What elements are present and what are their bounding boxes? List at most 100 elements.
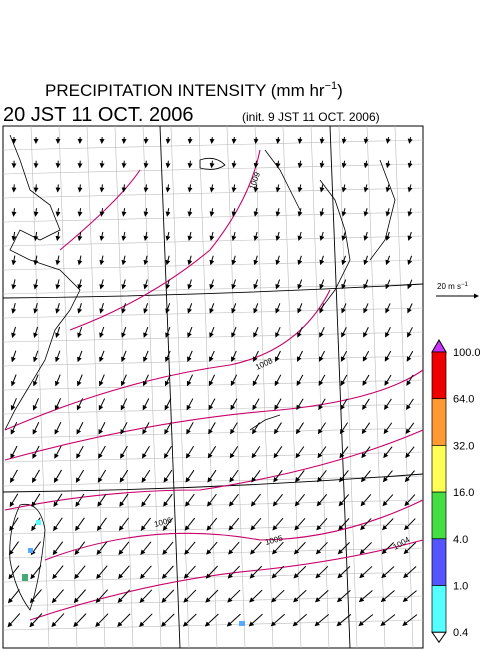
precipitation	[22, 520, 245, 626]
wind-arrow	[121, 279, 127, 290]
wind-arrow	[273, 446, 283, 459]
wind-arrow	[363, 184, 369, 193]
wind-arrow	[407, 208, 413, 217]
wind-arrow	[207, 469, 217, 483]
wind-arrow	[209, 136, 215, 144]
wind-arrow	[253, 350, 259, 362]
wind-arrow	[32, 445, 40, 459]
wind-arrow	[187, 326, 193, 338]
wind-arrow	[273, 470, 283, 483]
wind-arrow	[230, 398, 238, 411]
title: PRECIPITATION INTENSITY (mm hr−1)	[45, 80, 343, 100]
wind-arrow	[293, 541, 306, 555]
wind-arrow	[297, 136, 303, 144]
colorbar-segment	[431, 538, 447, 586]
wind-arrow	[272, 517, 284, 531]
wind-arrow	[165, 279, 171, 290]
wind-arrow	[270, 613, 285, 627]
wind-arrow	[319, 303, 325, 314]
wind-arrow	[32, 469, 40, 483]
wind-arrow	[363, 208, 369, 217]
wind-arrow	[230, 374, 238, 387]
wind-arrow	[361, 446, 371, 459]
wind-arrow	[32, 421, 40, 435]
wind-arrow	[209, 160, 215, 169]
wind-arrow	[74, 541, 86, 556]
wind-arrow	[160, 613, 175, 627]
wind-arrow	[403, 566, 417, 579]
wind-arrow	[385, 303, 391, 314]
wind-arrow	[33, 255, 39, 266]
wind-arrow	[252, 422, 260, 435]
wind-arrow	[231, 303, 237, 314]
wind-arrow	[207, 446, 217, 459]
wind-arrow	[403, 542, 417, 555]
wind-arrow	[228, 493, 239, 507]
wind-arrow	[120, 445, 128, 459]
wind-arrow	[336, 590, 351, 603]
wind-arrow	[319, 255, 325, 266]
wind-arrow	[385, 231, 391, 241]
wind-arrow	[164, 422, 172, 435]
wind-arrow	[187, 184, 193, 193]
wind-arrow	[73, 589, 86, 604]
wind-arrow	[404, 494, 416, 507]
wind-arrow	[33, 208, 39, 217]
wind-arrow	[407, 231, 413, 241]
wind-arrow	[142, 422, 150, 435]
wind-arrow	[11, 350, 17, 363]
wind-arrow	[363, 327, 369, 338]
wind-arrow	[209, 350, 215, 363]
grid-line	[2, 427, 424, 439]
wind-arrow	[185, 493, 195, 507]
wind-arrow	[231, 184, 237, 193]
wind-arrow	[253, 231, 259, 241]
wind-arrow	[54, 374, 61, 387]
wind-arrow	[9, 517, 19, 532]
wind-arrow	[33, 350, 39, 363]
wind-arrow	[275, 255, 281, 266]
wind-arrow	[231, 231, 237, 241]
wind-arrow	[187, 208, 193, 217]
colorbar-segment	[431, 398, 447, 446]
wind-arrow	[165, 208, 171, 217]
wind-arrow	[296, 374, 304, 387]
wind-arrow	[275, 303, 281, 314]
wind-arrow	[209, 303, 215, 314]
wind-arrow	[76, 398, 84, 411]
wind-arrow	[231, 160, 237, 169]
wind-arrow	[121, 208, 127, 217]
wind-arrow	[275, 231, 281, 241]
wind-arrow	[206, 517, 218, 531]
wind-arrow	[9, 493, 19, 508]
wind-arrow	[341, 160, 347, 169]
grid-line	[198, 125, 218, 649]
precip-cell	[28, 548, 33, 553]
wind-arrow	[340, 374, 348, 386]
wind-arrow	[275, 326, 281, 338]
wind-arrow	[359, 566, 373, 579]
wind-arrow	[75, 469, 85, 483]
wind-arrow	[33, 326, 39, 339]
wind-arrow	[142, 445, 150, 459]
wind-arrow	[31, 493, 41, 508]
wind-arrow	[11, 184, 17, 193]
wind-arrow	[337, 542, 350, 555]
wind-arrow	[187, 279, 193, 290]
wind-arrow	[99, 279, 105, 290]
wind-arrow	[143, 255, 149, 266]
wind-arrow	[97, 493, 107, 507]
wind-arrow	[143, 350, 149, 363]
wind-arrow	[407, 136, 413, 144]
wind-arrow	[297, 279, 303, 290]
wind-arrow	[274, 422, 282, 435]
wind-arrow	[230, 422, 238, 435]
wind-arrow	[297, 208, 303, 217]
wind-arrow	[227, 565, 240, 579]
wind-arrow	[385, 136, 391, 144]
wind-arrow	[143, 160, 149, 169]
wind-arrow	[317, 422, 326, 435]
wind-arrow	[253, 255, 259, 266]
wind-arrow	[164, 398, 172, 411]
wind-arrow	[165, 231, 171, 242]
